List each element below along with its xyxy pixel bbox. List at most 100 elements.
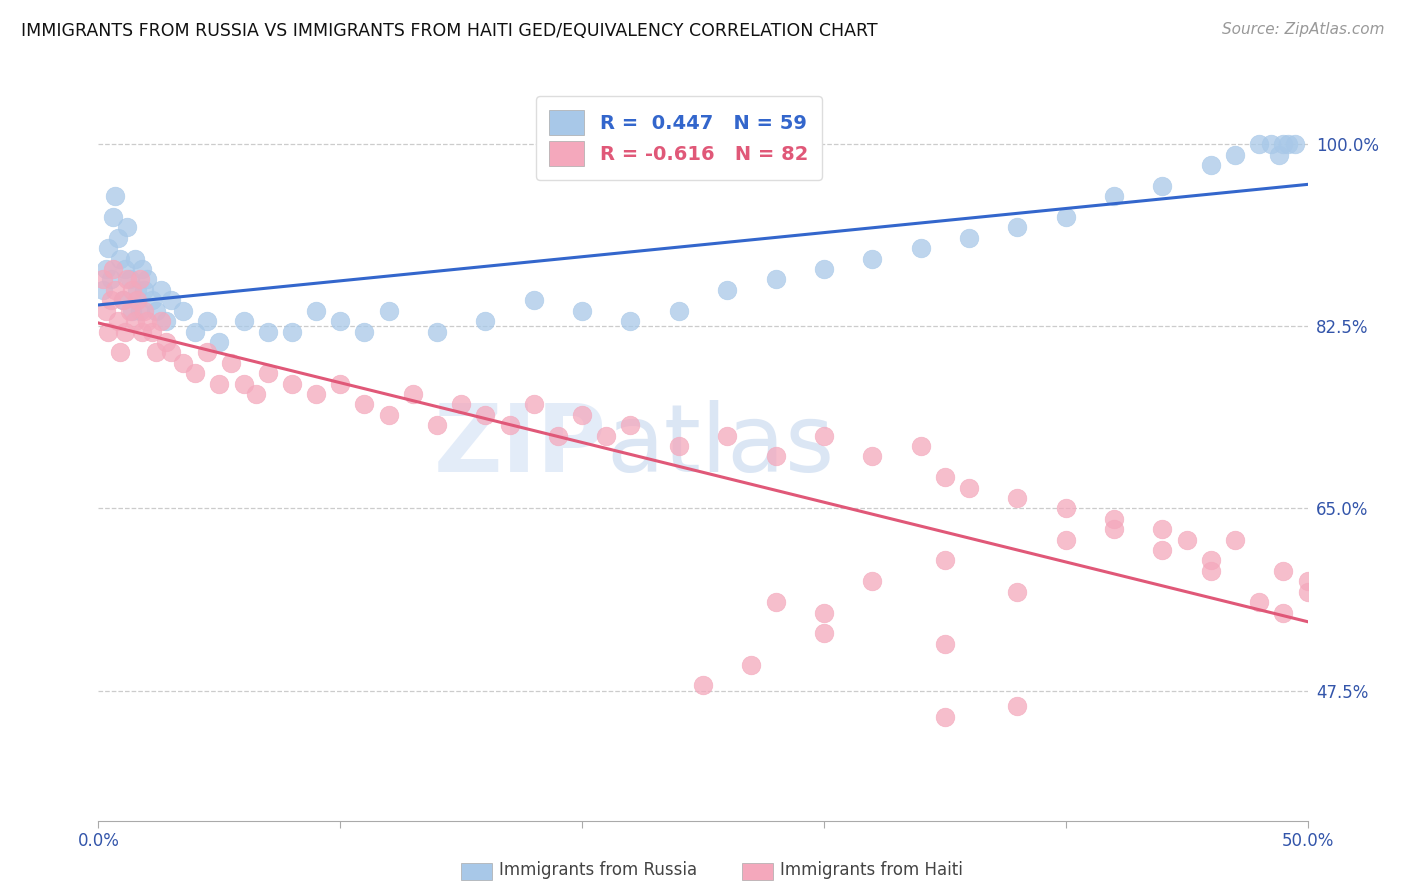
Point [619, 418, 641, 433]
Point [813, 626, 835, 640]
Point [121, 303, 143, 318]
Point [141, 325, 163, 339]
Point [114, 262, 136, 277]
Point [245, 387, 267, 401]
Point [232, 376, 254, 391]
Point [104, 189, 127, 203]
Point [172, 356, 194, 370]
Point [281, 376, 304, 391]
Point [1267, 147, 1289, 161]
Point [426, 418, 449, 433]
Point [256, 325, 278, 339]
Point [765, 595, 787, 609]
Point [1152, 543, 1174, 558]
Point [1102, 522, 1125, 536]
Legend: R =  0.447   N = 59, R = -0.616   N = 82: R = 0.447 N = 59, R = -0.616 N = 82 [536, 96, 823, 180]
Point [716, 428, 738, 442]
Point [1223, 533, 1246, 547]
Point [111, 293, 134, 308]
Point [1054, 210, 1077, 224]
Point [353, 325, 375, 339]
Point [256, 366, 278, 380]
Point [1249, 595, 1271, 609]
Point [765, 450, 787, 464]
Point [910, 241, 932, 255]
Point [1199, 553, 1222, 567]
Text: ZIP: ZIP [433, 400, 606, 492]
Point [498, 418, 520, 433]
Point [1199, 158, 1222, 172]
Point [135, 314, 157, 328]
Point [100, 272, 122, 286]
Point [547, 428, 569, 442]
Point [934, 637, 956, 651]
Point [221, 356, 243, 370]
Point [692, 678, 714, 692]
Point [860, 574, 883, 589]
Point [1249, 137, 1271, 152]
Point [111, 293, 134, 308]
Point [910, 439, 932, 453]
Point [934, 553, 956, 567]
Point [474, 314, 496, 328]
Point [145, 303, 167, 318]
Point [377, 408, 399, 422]
Point [94, 262, 117, 277]
Point [91, 272, 114, 286]
Point [934, 709, 956, 723]
Point [716, 283, 738, 297]
Point [1272, 606, 1295, 620]
Point [145, 345, 167, 359]
Point [184, 366, 207, 380]
Point [128, 303, 150, 318]
Point [1054, 501, 1077, 516]
Point [232, 314, 254, 328]
Point [426, 325, 449, 339]
Point [117, 272, 139, 286]
Point [124, 252, 146, 266]
Point [765, 272, 787, 286]
Point [160, 293, 183, 308]
Point [1277, 137, 1299, 152]
Point [305, 303, 328, 318]
Point [1175, 533, 1198, 547]
Point [377, 303, 399, 318]
Point [1152, 178, 1174, 193]
Point [160, 345, 183, 359]
Point [595, 428, 617, 442]
Point [402, 387, 425, 401]
Point [1223, 147, 1246, 161]
Point [172, 303, 194, 318]
Text: Immigrants from Haiti: Immigrants from Haiti [780, 861, 963, 879]
Text: IMMIGRANTS FROM RUSSIA VS IMMIGRANTS FROM HAITI GED/EQUIVALENCY CORRELATION CHAR: IMMIGRANTS FROM RUSSIA VS IMMIGRANTS FRO… [21, 22, 877, 40]
Point [114, 325, 136, 339]
Point [1260, 137, 1282, 152]
Point [1296, 574, 1319, 589]
Point [329, 314, 352, 328]
Point [1007, 584, 1029, 599]
Point [121, 283, 143, 297]
Point [571, 408, 593, 422]
Point [1007, 699, 1029, 714]
Point [108, 345, 131, 359]
Point [813, 262, 835, 277]
Point [813, 428, 835, 442]
Point [208, 334, 231, 349]
Point [150, 314, 173, 328]
Point [860, 252, 883, 266]
Point [94, 303, 117, 318]
Point [131, 325, 153, 339]
Point [127, 293, 149, 308]
Point [108, 252, 131, 266]
Point [450, 397, 472, 411]
Text: Source: ZipAtlas.com: Source: ZipAtlas.com [1222, 22, 1385, 37]
Point [1199, 564, 1222, 578]
Point [957, 231, 980, 245]
Point [474, 408, 496, 422]
Point [127, 283, 149, 297]
Point [101, 262, 124, 277]
Point [150, 283, 173, 297]
Point [668, 303, 690, 318]
Point [100, 293, 122, 308]
Point [813, 606, 835, 620]
